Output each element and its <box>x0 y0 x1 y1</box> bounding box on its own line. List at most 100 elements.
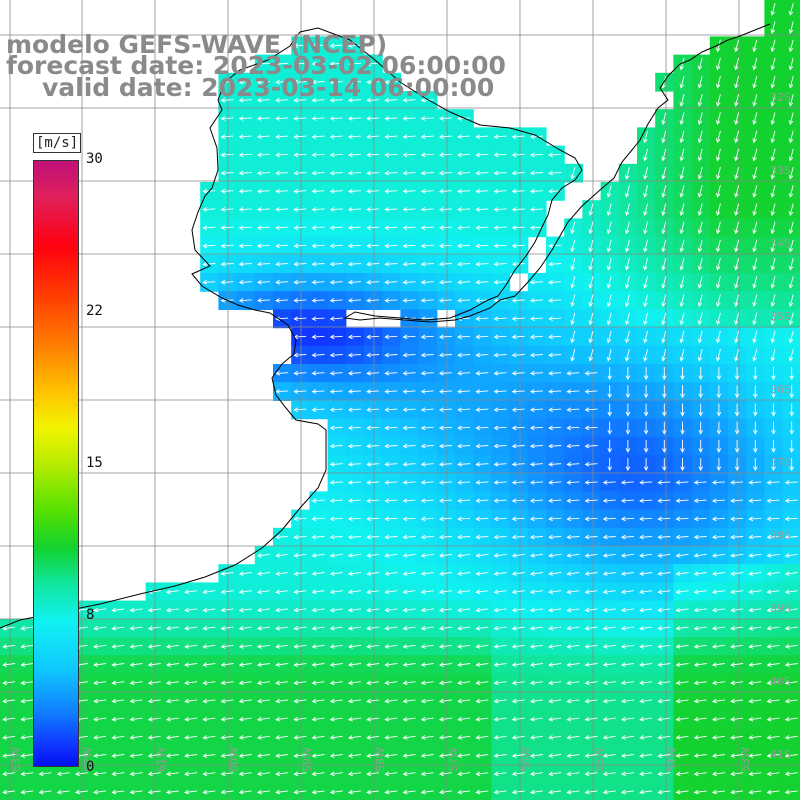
wind-arrow <box>238 261 252 267</box>
wind-arrow <box>661 148 667 162</box>
wind-arrow <box>711 716 725 722</box>
wind-arrow <box>584 716 598 722</box>
wind-arrow <box>93 662 107 667</box>
wind-arrow <box>347 753 361 758</box>
wind-arrow <box>661 112 667 126</box>
wind-arrow <box>420 534 434 540</box>
wind-arrow <box>366 735 380 740</box>
wind-arrow <box>256 716 270 722</box>
wind-arrow <box>475 370 489 376</box>
wind-arrow <box>679 75 685 89</box>
wind-arrow <box>493 480 507 485</box>
wind-arrow <box>129 680 143 686</box>
wind-arrow <box>511 753 525 758</box>
wind-arrow <box>680 458 685 472</box>
wind-arrow <box>420 789 434 795</box>
wind-arrow <box>202 789 216 795</box>
wind-arrow <box>675 644 689 649</box>
wind-arrow <box>329 79 343 85</box>
wind-arrow <box>420 680 434 686</box>
wind-arrow <box>384 425 398 431</box>
wind-arrow <box>697 75 703 89</box>
wind-arrow <box>548 771 562 777</box>
wind-arrow <box>238 789 252 795</box>
wind-arrow <box>693 662 707 667</box>
wind-arrow <box>311 370 325 376</box>
wind-arrow <box>275 607 289 613</box>
wind-arrow <box>680 403 685 417</box>
wind-arrow <box>548 370 562 376</box>
wind-arrow <box>588 203 594 217</box>
wind-arrow <box>624 239 630 253</box>
wind-arrow <box>402 789 416 795</box>
wind-arrow <box>620 771 634 777</box>
wind-arrow <box>643 330 649 344</box>
wind-arrow <box>697 112 703 126</box>
wind-arrow <box>420 134 434 140</box>
wind-arrow <box>402 352 416 358</box>
wind-arrow <box>238 97 252 103</box>
wind-arrow <box>475 261 489 267</box>
wind-arrow <box>766 789 780 795</box>
wind-arrow <box>311 571 325 576</box>
wind-arrow <box>784 480 798 485</box>
wind-arrow <box>329 207 343 212</box>
wind-arrow <box>329 680 343 686</box>
wind-arrow <box>475 735 489 740</box>
wind-arrow <box>715 130 721 144</box>
wind-arrow <box>570 348 576 362</box>
wind-arrow <box>766 607 780 613</box>
wind-arrow <box>129 771 143 777</box>
wind-arrow <box>620 698 634 704</box>
wind-arrow <box>438 789 452 795</box>
wind-arrow <box>657 571 671 576</box>
wind-arrow <box>238 134 252 140</box>
wind-arrow <box>607 439 612 453</box>
wind-arrow <box>457 225 471 231</box>
wind-arrow <box>402 553 416 558</box>
wind-arrow <box>2 625 16 631</box>
wind-arrow <box>329 534 343 540</box>
wind-arrow <box>625 385 631 399</box>
wind-arrow <box>657 516 671 522</box>
wind-arrow <box>147 789 161 795</box>
wind-arrow <box>511 553 525 558</box>
wind-arrow <box>275 389 289 394</box>
wind-arrow <box>2 771 16 777</box>
wind-arrow <box>643 458 649 472</box>
wind-arrow <box>675 789 689 795</box>
wind-arrow <box>566 607 580 613</box>
wind-arrow <box>311 243 325 249</box>
wind-arrow <box>275 243 289 249</box>
wind-arrow <box>548 680 562 686</box>
wind-arrow <box>438 589 452 595</box>
wind-arrow <box>675 589 689 595</box>
wind-arrow <box>347 97 361 103</box>
wind-arrow <box>661 330 667 344</box>
wind-arrow <box>697 257 703 271</box>
wind-arrow <box>384 134 398 140</box>
wind-arrow <box>606 221 612 235</box>
wind-arrow <box>438 134 452 140</box>
wind-arrow <box>420 553 434 558</box>
wind-arrow <box>620 571 634 576</box>
wind-arrow <box>366 298 380 303</box>
wind-arrow <box>643 403 649 417</box>
wind-arrow <box>384 152 398 158</box>
wind-arrow <box>256 698 270 704</box>
wind-arrow <box>275 188 289 194</box>
wind-arrow <box>238 225 252 231</box>
wind-arrow <box>734 403 740 417</box>
wind-arrow <box>493 716 507 722</box>
latitude-label: 34S <box>770 237 791 250</box>
wind-arrow <box>202 716 216 722</box>
wind-arrow <box>311 735 325 740</box>
wind-arrow <box>716 385 722 399</box>
wind-arrow <box>752 239 758 253</box>
wind-arrow <box>602 498 616 504</box>
wind-arrow <box>734 57 740 71</box>
wind-arrow <box>275 370 289 376</box>
wind-arrow <box>275 553 289 558</box>
wind-arrow <box>293 716 307 722</box>
wind-arrow <box>366 534 380 540</box>
